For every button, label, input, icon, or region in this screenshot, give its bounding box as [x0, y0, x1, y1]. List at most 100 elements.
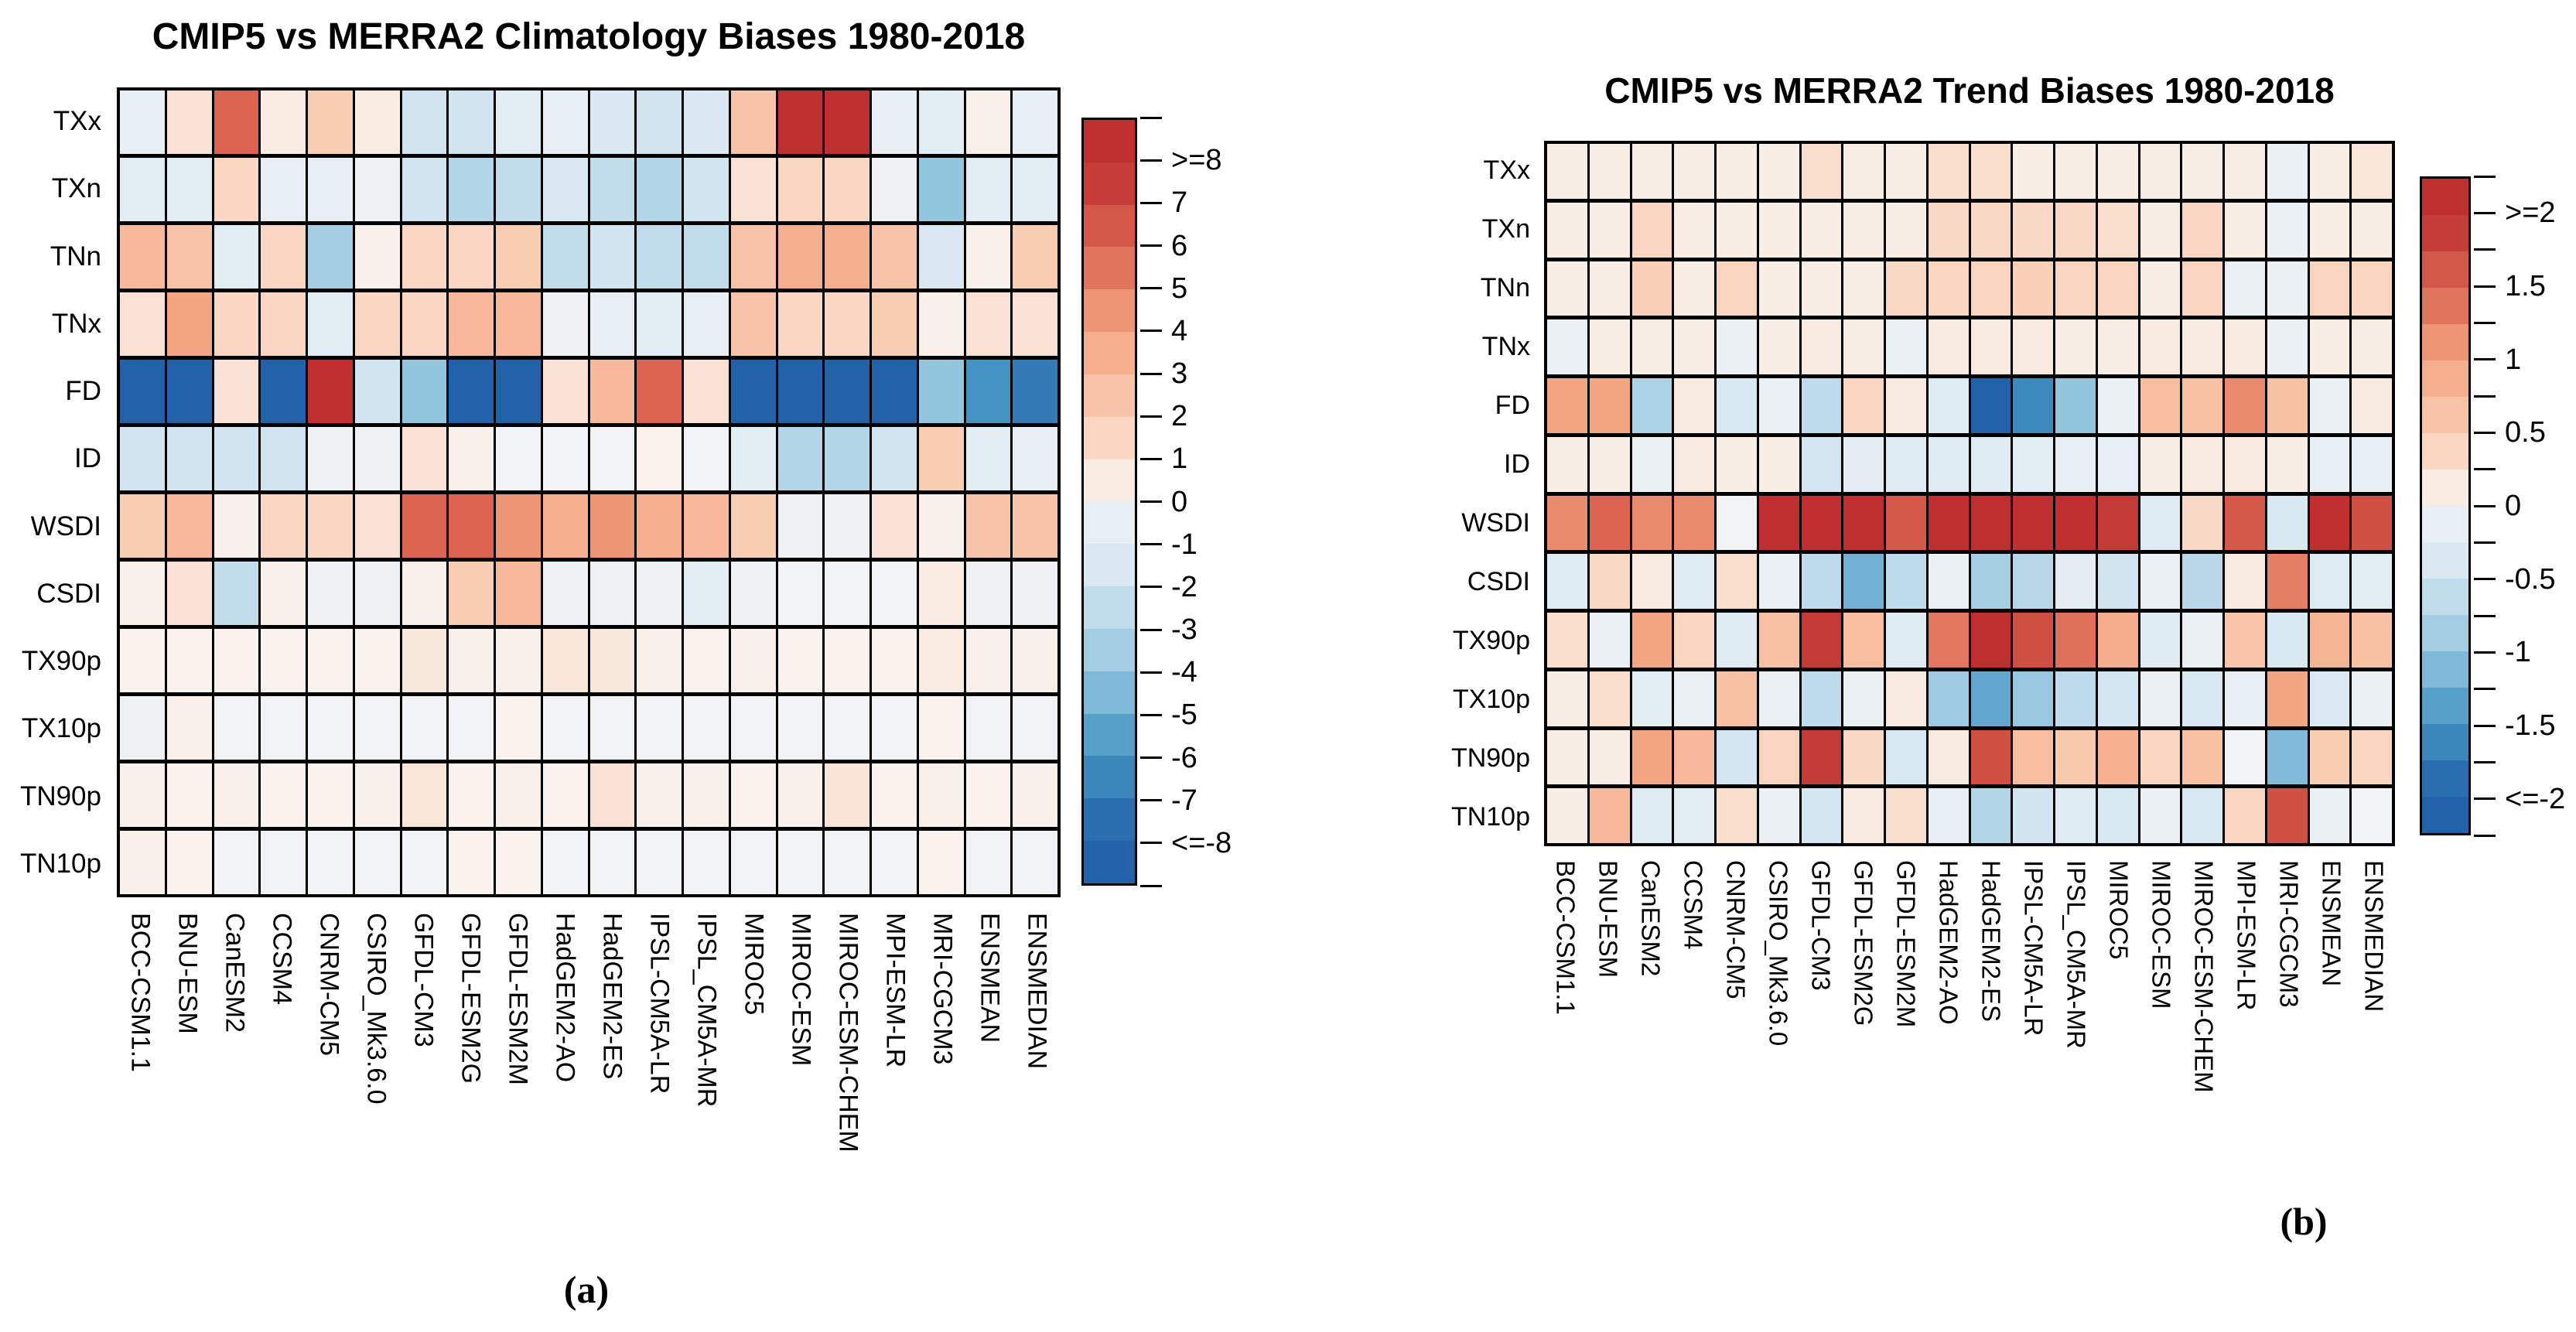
colorbar-tick: [1140, 842, 1162, 845]
x-axis-label: BCC-CSM1.1: [1551, 860, 1580, 1015]
heatmap-cell-climatology-TX10p-HadGEM2-AO: [542, 696, 588, 760]
heatmap-cell-climatology-TN90p-ENSMEDIAN: [1013, 763, 1057, 827]
heatmap-cell-trend-TN10p-HadGEM2-ES: [1970, 788, 2011, 843]
heatmap-cell-trend-CSDI-ENSMEDIAN: [2352, 554, 2392, 609]
heatmap-cell-climatology-TXn-CNRM-CM5: [308, 158, 353, 221]
heatmap-cell-trend-TX10p-ENSMEDIAN: [2352, 671, 2392, 726]
heatmap-cell-climatology-TXn-MIROC5: [730, 158, 776, 221]
heatmap-cell-trend-TN90p-GFDL-CM3: [1801, 729, 1842, 785]
colorbar-label: -1.5: [2505, 709, 2556, 742]
heatmap-cell-trend-TNn-MIROC-ESM-CHEM: [2182, 261, 2222, 316]
heatmap-cell-trend-TXn-CNRM-CM5: [1717, 202, 1757, 258]
heatmap-cell-trend-TN90p-IPSL-CM5A-LR: [2013, 729, 2053, 785]
heatmap-cell-trend-TX90p-HadGEM2-AO: [1928, 613, 1969, 668]
heatmap-cell-climatology-TX90p-ENSMEDIAN: [1013, 629, 1057, 692]
heatmap-cell-trend-TX10p-CSIRO_Mk3.6.0: [1758, 671, 1799, 726]
colorbar-tick: [2474, 504, 2496, 507]
heatmap-cell-trend-TXx-CanESM2: [1631, 144, 1672, 199]
heatmap-cell-climatology-TXx-CCSM4: [261, 91, 306, 154]
heatmap-cell-trend-WSDI-GFDL-CM3: [1801, 495, 1842, 551]
heatmap-cell-climatology-TX90p-CCSM4: [261, 629, 306, 692]
heatmap-cell-trend-FD-IPSL_CM5A-MR: [2055, 378, 2096, 433]
heatmap-cell-trend-CSDI-MPI-ESM-LR: [2225, 554, 2265, 609]
heatmap-cell-trend-TNn-IPSL-CM5A-LR: [2013, 261, 2053, 316]
heatmap-cell-trend-TNx-MRI-CGCM3: [2267, 319, 2308, 374]
colorbar-band: [1084, 756, 1135, 799]
heatmap-cell-climatology-FD-ENSMEDIAN: [1013, 360, 1057, 423]
heatmap-cell-trend-TNx-HadGEM2-ES: [1970, 319, 2011, 374]
heatmap-cell-climatology-WSDI-MRI-CGCM3: [918, 494, 964, 558]
heatmap-cell-trend-TNx-MPI-ESM-LR: [2225, 319, 2265, 374]
y-axis-label: TNx: [51, 308, 101, 339]
heatmap-cell-trend-CSDI-CSIRO_Mk3.6.0: [1758, 554, 1799, 609]
heatmap-cell-trend-TXn-MIROC-ESM: [2140, 202, 2181, 258]
heatmap-cell-climatology-ID-CNRM-CM5: [308, 427, 353, 490]
heatmap-cell-trend-TX10p-BNU-ESM: [1589, 671, 1630, 726]
heatmap-cell-trend-TNn-HadGEM2-AO: [1928, 261, 1969, 316]
heatmap-cell-trend-TXx-CCSM4: [1674, 144, 1714, 199]
x-axis-label: ENSMEDIAN: [1022, 913, 1052, 1070]
heatmap-cell-climatology-FD-BNU-ESM: [166, 360, 212, 423]
heatmap-cell-climatology-TN10p-MRI-CGCM3: [918, 831, 964, 894]
heatmap-cell-climatology-CSDI-GFDL-CM3: [401, 562, 447, 625]
heatmap-cell-trend-TNn-CSIRO_Mk3.6.0: [1758, 261, 1799, 316]
heatmap-cell-trend-WSDI-CanESM2: [1631, 495, 1672, 551]
heatmap-cell-climatology-TXx-MIROC-ESM: [777, 91, 823, 154]
heatmap-cell-climatology-TNx-BNU-ESM: [166, 292, 212, 356]
heatmap-cell-climatology-WSDI-CanESM2: [214, 494, 259, 558]
heatmap-cell-trend-FD-BCC-CSM1.1: [1547, 378, 1587, 433]
heatmap-cell-trend-TXx-IPSL_CM5A-MR: [2055, 144, 2096, 199]
heatmap-cell-climatology-WSDI-CSIRO_Mk3.6.0: [354, 494, 400, 558]
heatmap-cell-climatology-TX90p-GFDL-CM3: [401, 629, 447, 692]
heatmap-cell-trend-CSDI-GFDL-ESM2M: [1886, 554, 1926, 609]
heatmap-cell-trend-CSDI-BNU-ESM: [1589, 554, 1630, 609]
heatmap-cell-trend-WSDI-CSIRO_Mk3.6.0: [1758, 495, 1799, 551]
heatmap-cell-trend-ID-MIROC5: [2097, 436, 2138, 492]
heatmap-cell-trend-TN90p-CNRM-CM5: [1717, 729, 1757, 785]
colorbar-tick: [2474, 724, 2496, 727]
heatmap-cell-trend-TXx-HadGEM2-AO: [1928, 144, 1969, 199]
heatmap-cell-trend-ID-MIROC-ESM: [2140, 436, 2181, 492]
heatmap-cell-trend-TN90p-GFDL-ESM2M: [1886, 729, 1926, 785]
heatmap-cell-climatology-TXn-IPSL_CM5A-MR: [684, 158, 729, 221]
colorbar-band: [2422, 470, 2468, 506]
heatmap-cell-climatology-TX10p-IPSL-CM5A-LR: [637, 696, 682, 760]
heatmap-cell-trend-TX10p-HadGEM2-ES: [1970, 671, 2011, 726]
x-axis-label: MIROC5: [739, 913, 769, 1016]
heatmap-cell-trend-ID-CNRM-CM5: [1717, 436, 1757, 492]
colorbar-band: [2422, 397, 2468, 433]
heatmap-cell-trend-TN90p-ENSMEDIAN: [2352, 729, 2392, 785]
heatmap-cell-trend-TX90p-GFDL-ESM2G: [1843, 613, 1884, 668]
heatmap-cell-trend-TN90p-MIROC-ESM-CHEM: [2182, 729, 2222, 785]
colorbar-band: [1084, 162, 1135, 205]
heatmap-cell-trend-FD-MPI-ESM-LR: [2225, 378, 2265, 433]
heatmap-cell-climatology-TN90p-HadGEM2-AO: [542, 763, 588, 827]
heatmap-cell-trend-TXx-MIROC5: [2097, 144, 2138, 199]
heatmap-cell-trend-ID-HadGEM2-AO: [1928, 436, 1969, 492]
heatmap-cell-climatology-CSDI-HadGEM2-AO: [542, 562, 588, 625]
colorbar-tick: [2474, 468, 2496, 471]
colorbar-band: [2422, 506, 2468, 542]
heatmap-cell-climatology-TNn-MIROC-ESM-CHEM: [825, 225, 869, 289]
heatmap-cell-climatology-TNn-CanESM2: [214, 225, 259, 289]
heatmap-cell-trend-TXn-CCSM4: [1674, 202, 1714, 258]
heatmap-cell-climatology-TN90p-BCC-CSM1.1: [120, 763, 165, 827]
heatmap-cell-trend-TN90p-MPI-ESM-LR: [2225, 729, 2265, 785]
heatmap-cell-climatology-TN90p-IPSL-CM5A-LR: [637, 763, 682, 827]
heatmap-cell-climatology-TX10p-BNU-ESM: [166, 696, 212, 760]
heatmap-cell-climatology-CSDI-CCSM4: [261, 562, 306, 625]
heatmap-cell-climatology-TNx-MIROC5: [730, 292, 776, 356]
heatmap-cell-climatology-TX90p-BNU-ESM: [166, 629, 212, 692]
heatmap-cell-trend-TX90p-MIROC5: [2097, 613, 2138, 668]
x-axis-label: IPSL-CM5A-LR: [644, 913, 675, 1095]
heatmap-cell-trend-TNx-IPSL_CM5A-MR: [2055, 319, 2096, 374]
heatmap-cell-climatology-TX90p-HadGEM2-ES: [589, 629, 635, 692]
heatmap-cell-climatology-TN10p-GFDL-ESM2G: [449, 831, 494, 894]
heatmap-cell-trend-CSDI-IPSL_CM5A-MR: [2055, 554, 2096, 609]
colorbar-band: [1084, 247, 1135, 290]
heatmap-cell-trend-CSDI-ENSMEAN: [2309, 554, 2350, 609]
heatmap-cell-climatology-TN90p-CNRM-CM5: [308, 763, 353, 827]
colorbar-label: -7: [1171, 784, 1197, 817]
colorbar-tick: [1140, 201, 1162, 204]
colorbar-band: [2422, 797, 2468, 833]
